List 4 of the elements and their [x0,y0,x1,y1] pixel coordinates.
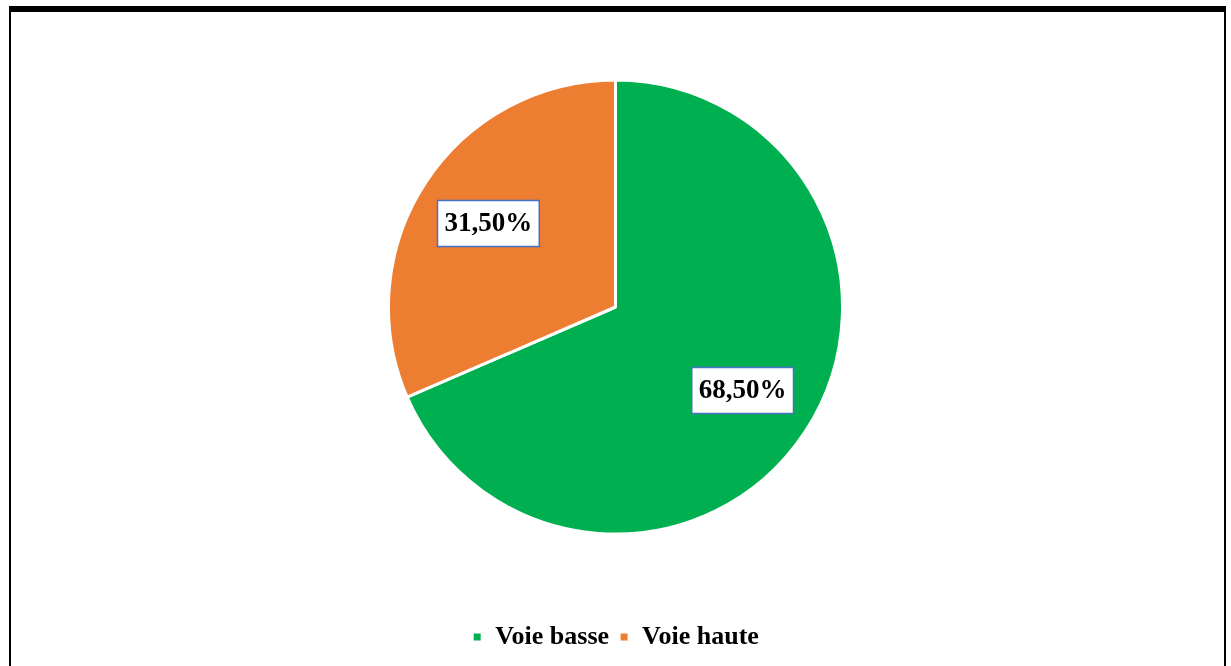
data-label: 68,50% [698,374,787,405]
legend-label: Voie basse [495,620,610,650]
legend-label: Voie haute [642,620,759,650]
data-label: 31,50% [444,207,533,238]
